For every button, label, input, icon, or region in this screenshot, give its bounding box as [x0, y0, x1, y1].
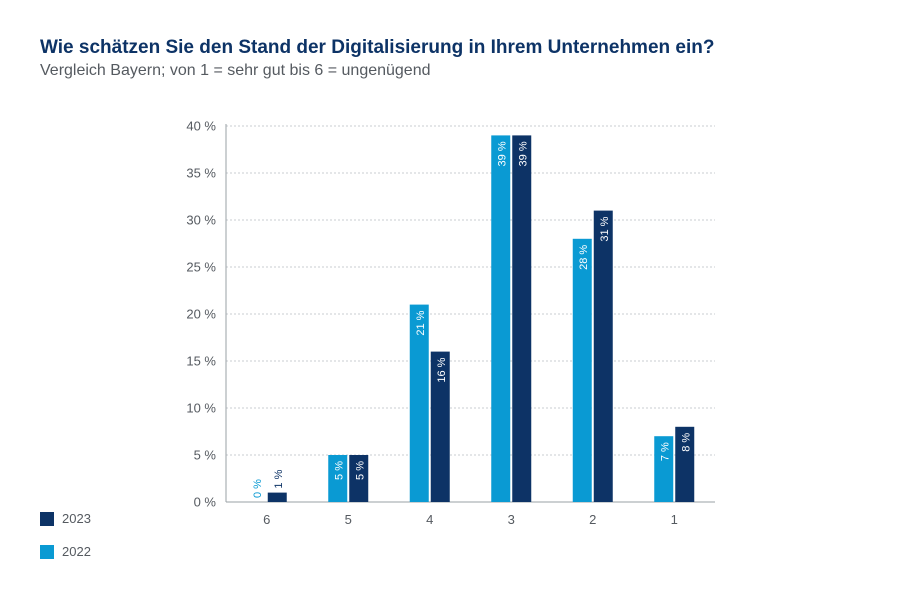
x-tick-label: 6 — [263, 512, 270, 527]
x-tick-label: 5 — [345, 512, 352, 527]
y-tick-label: 30 % — [186, 213, 216, 228]
bar-2022-2 — [572, 238, 592, 503]
x-tick-label: 3 — [508, 512, 515, 527]
legend-swatch-2023 — [40, 511, 54, 526]
legend-item-2023: 2023 — [40, 511, 91, 526]
bar-2022-1 — [654, 436, 674, 502]
y-tick-label: 20 % — [186, 307, 216, 322]
chart-subtitle: Vergleich Bayern; von 1 = sehr gut bis 6… — [40, 62, 431, 79]
data-label-2023-5: 5 % — [354, 461, 366, 480]
bar-2023-4 — [430, 351, 450, 502]
data-label-2023-3: 39 % — [517, 141, 529, 166]
gridlines — [226, 125, 715, 456]
legend-label-2023: 2023 — [62, 511, 91, 526]
axes — [225, 124, 715, 503]
bar-2023-5 — [349, 455, 369, 502]
y-tick-label: 40 % — [186, 119, 216, 134]
bar-2022-3 — [491, 135, 511, 502]
bar-2022-5 — [328, 455, 348, 502]
y-tick-label: 15 % — [186, 354, 216, 369]
bar-2023-2 — [593, 210, 613, 502]
x-tick-label: 1 — [671, 512, 678, 527]
y-tick-label: 10 % — [186, 401, 216, 416]
data-label-2023-2: 31 % — [599, 216, 611, 241]
data-label-2022-3: 39 % — [496, 141, 508, 166]
data-label-2022-1: 7 % — [659, 442, 671, 461]
data-label-2023-1: 8 % — [680, 433, 692, 452]
data-label-2022-5: 5 % — [333, 461, 345, 480]
bar-2023-1 — [675, 426, 695, 502]
y-tick-label: 35 % — [186, 166, 216, 181]
legend-swatch-2022 — [40, 544, 54, 559]
data-label-2022-2: 28 % — [578, 245, 590, 270]
y-tick-label: 5 % — [194, 448, 217, 463]
data-label-2023-4: 16 % — [436, 357, 448, 382]
chart-title: Wie schätzen Sie den Stand der Digitalis… — [40, 37, 715, 58]
x-tick-label: 2 — [589, 512, 596, 527]
data-label-2023-6: 1 % — [273, 469, 285, 488]
x-tick-label: 4 — [426, 512, 433, 527]
bars: 0 % 1 % 5 % 5 % 21 % 16 % 39 % 39 % 28 % 31 % 7 % 8… — [246, 135, 695, 503]
bar-2022-4 — [409, 304, 429, 502]
bar-2023-6 — [267, 492, 287, 502]
y-tick-label: 25 % — [186, 260, 216, 275]
y-tick-label: 0 % — [194, 495, 217, 510]
data-label-2022-6: 0 % — [252, 479, 264, 498]
y-axis-ticks: 0 % 5 % 10 % 15 % 20 % 25 % 30 % 35 % 40 % — [186, 119, 216, 510]
legend-item-2022: 2022 — [40, 544, 91, 559]
data-label-2022-4: 21 % — [415, 310, 427, 335]
legend-label-2022: 2022 — [62, 544, 91, 559]
x-axis-ticks: 6 5 4 3 2 1 — [263, 512, 678, 527]
bar-2023-3 — [512, 135, 532, 502]
